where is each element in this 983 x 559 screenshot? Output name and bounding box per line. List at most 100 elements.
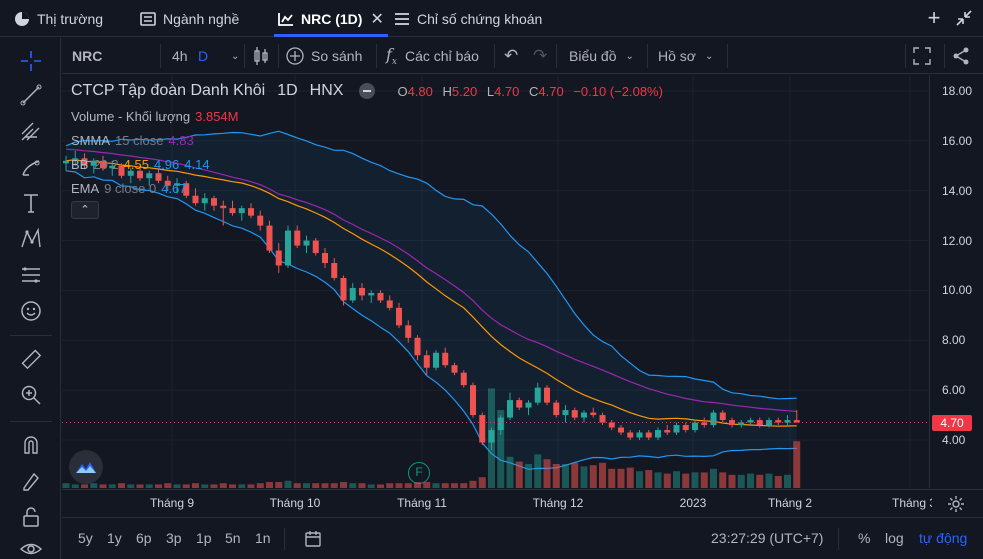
lock-icon[interactable] bbox=[18, 504, 44, 530]
compare-button[interactable]: So sánh bbox=[285, 38, 362, 74]
compare-label: So sánh bbox=[311, 48, 363, 64]
undo-icon[interactable]: ↶ bbox=[504, 46, 519, 65]
candle-body bbox=[386, 300, 393, 308]
collapse-icon[interactable] bbox=[953, 7, 975, 29]
candle-body bbox=[729, 420, 735, 426]
candle-body bbox=[497, 417, 504, 431]
legend-bb[interactable]: BB 20 2 4.55 4.96 4.14 bbox=[71, 152, 669, 176]
candle-body bbox=[155, 173, 162, 181]
candle-body bbox=[710, 412, 717, 426]
candle-body bbox=[701, 422, 708, 426]
interval-d[interactable]: D bbox=[198, 38, 208, 74]
ruler-icon[interactable] bbox=[18, 346, 44, 372]
pitchfork-icon[interactable] bbox=[18, 118, 44, 144]
range-3m[interactable]: 3p bbox=[166, 530, 182, 546]
tab-nrc[interactable]: NRC (1D) ✕ bbox=[274, 0, 388, 37]
pattern-icon[interactable] bbox=[18, 226, 44, 252]
symbol-search[interactable]: NRC bbox=[72, 38, 102, 74]
price-tick-label: 4.00 bbox=[942, 433, 966, 447]
interval-4h[interactable]: 4h bbox=[172, 38, 188, 74]
legend-collapse-button[interactable]: ⌃ bbox=[71, 201, 99, 219]
brush-icon[interactable] bbox=[18, 154, 44, 180]
candle-body bbox=[164, 180, 171, 186]
range-1y[interactable]: 1y bbox=[107, 530, 122, 546]
candle-body bbox=[359, 287, 365, 296]
candle-body bbox=[719, 412, 726, 421]
ema-params: 9 close 0 bbox=[104, 180, 157, 196]
share-icon[interactable] bbox=[951, 38, 971, 74]
candle-body bbox=[479, 415, 486, 443]
range-1m[interactable]: 1p bbox=[196, 530, 212, 546]
candle-body bbox=[368, 292, 375, 296]
tab-thi-truong[interactable]: Thị trường bbox=[14, 0, 103, 37]
range-5d[interactable]: 5n bbox=[225, 530, 241, 546]
status-dot-icon[interactable] bbox=[359, 83, 376, 99]
time-scale[interactable]: Tháng 9 Tháng 10 Tháng 11 Tháng 12 2023 Tháng… bbox=[62, 489, 983, 516]
candle-body bbox=[303, 240, 310, 246]
smma-value: 4.83 bbox=[168, 132, 194, 148]
candle-body bbox=[793, 420, 800, 423]
emoji-icon[interactable] bbox=[18, 298, 44, 324]
candle-body bbox=[664, 430, 671, 433]
tab-nganh-nghe[interactable]: Ngành nghề bbox=[140, 0, 239, 37]
candle-type-button[interactable] bbox=[252, 38, 270, 74]
chart-type-dropdown[interactable]: Biểu đồ ⌄ bbox=[569, 38, 634, 74]
magnet-icon[interactable] bbox=[18, 432, 44, 458]
chevron-down-icon: ⌄ bbox=[231, 50, 240, 62]
eye-icon[interactable] bbox=[18, 536, 44, 559]
profile-dropdown[interactable]: Hồ sơ ⌄ bbox=[658, 38, 713, 74]
calendar-icon[interactable] bbox=[304, 530, 322, 548]
close-icon[interactable]: ✕ bbox=[370, 10, 384, 28]
auto-toggle[interactable]: tự động bbox=[919, 530, 968, 546]
legend-volume[interactable]: Volume - Khối lượng 3.854M bbox=[71, 104, 669, 128]
candle-body bbox=[377, 292, 384, 301]
fib-icon[interactable] bbox=[18, 262, 44, 288]
volume-bar bbox=[358, 483, 366, 488]
indicators-button[interactable]: fx Các chỉ báo bbox=[386, 38, 479, 74]
volume-bar bbox=[543, 459, 551, 488]
range-5y[interactable]: 5y bbox=[78, 530, 93, 546]
fullscreen-icon[interactable] bbox=[912, 38, 932, 74]
volume-bar bbox=[386, 483, 394, 488]
volume-bar bbox=[728, 474, 736, 488]
close-value: 4.70 bbox=[538, 83, 564, 99]
time-tick-label: Tháng 12 bbox=[532, 496, 584, 510]
redo-icon[interactable]: ↷ bbox=[533, 46, 548, 65]
candle-body bbox=[460, 372, 467, 386]
price-tick-label: 16.00 bbox=[942, 133, 973, 148]
bb-upper-line bbox=[65, 130, 797, 400]
volume-bar bbox=[515, 461, 523, 488]
menu-icon bbox=[395, 12, 409, 25]
trend-line-icon[interactable] bbox=[18, 82, 44, 108]
interval-dropdown[interactable]: ⌄ bbox=[222, 38, 239, 74]
crosshair-icon[interactable] bbox=[18, 48, 44, 74]
legend-ema[interactable]: EMA 9 close 0 4.67 bbox=[71, 176, 669, 200]
text-icon[interactable] bbox=[18, 190, 44, 216]
candle-body bbox=[405, 325, 412, 338]
bottom-toolbar: 5y 1y 6p 3p 1p 5n 1n 23:27:29 (UTC+7) % … bbox=[62, 517, 983, 559]
indicators-label: Các chỉ báo bbox=[405, 48, 479, 64]
range-6m[interactable]: 6p bbox=[136, 530, 152, 546]
candle-body bbox=[183, 183, 190, 196]
candle-body bbox=[442, 352, 449, 366]
volume-bar bbox=[793, 441, 801, 488]
legend-smma[interactable]: SMMA 15 close 4.83 bbox=[71, 128, 669, 152]
volume-bar bbox=[784, 474, 791, 488]
add-tab-icon[interactable]: + bbox=[927, 5, 941, 30]
volume-bar bbox=[99, 484, 107, 488]
volume-bar bbox=[691, 472, 699, 488]
draw-lock-icon[interactable] bbox=[18, 468, 44, 494]
range-1d[interactable]: 1n bbox=[255, 530, 271, 546]
volume-bar bbox=[349, 483, 357, 488]
event-marker[interactable]: F bbox=[408, 462, 430, 484]
tab-chi-so[interactable]: Chỉ số chứng khoán bbox=[394, 0, 542, 37]
price-chart[interactable] bbox=[62, 75, 928, 488]
zoom-in-icon[interactable] bbox=[18, 382, 44, 408]
log-toggle[interactable]: log bbox=[885, 530, 904, 546]
price-scale[interactable]: 18.00 16.00 14.00 12.00 10.00 8.00 6.00 4.00 4.7… bbox=[929, 75, 983, 488]
clock-time[interactable]: 23:27:29 (UTC+7) bbox=[711, 530, 824, 546]
settings-icon[interactable] bbox=[946, 494, 966, 514]
candle-body bbox=[238, 208, 245, 214]
percent-toggle[interactable]: % bbox=[858, 530, 871, 546]
bb-basis-value: 4.55 bbox=[123, 156, 149, 172]
